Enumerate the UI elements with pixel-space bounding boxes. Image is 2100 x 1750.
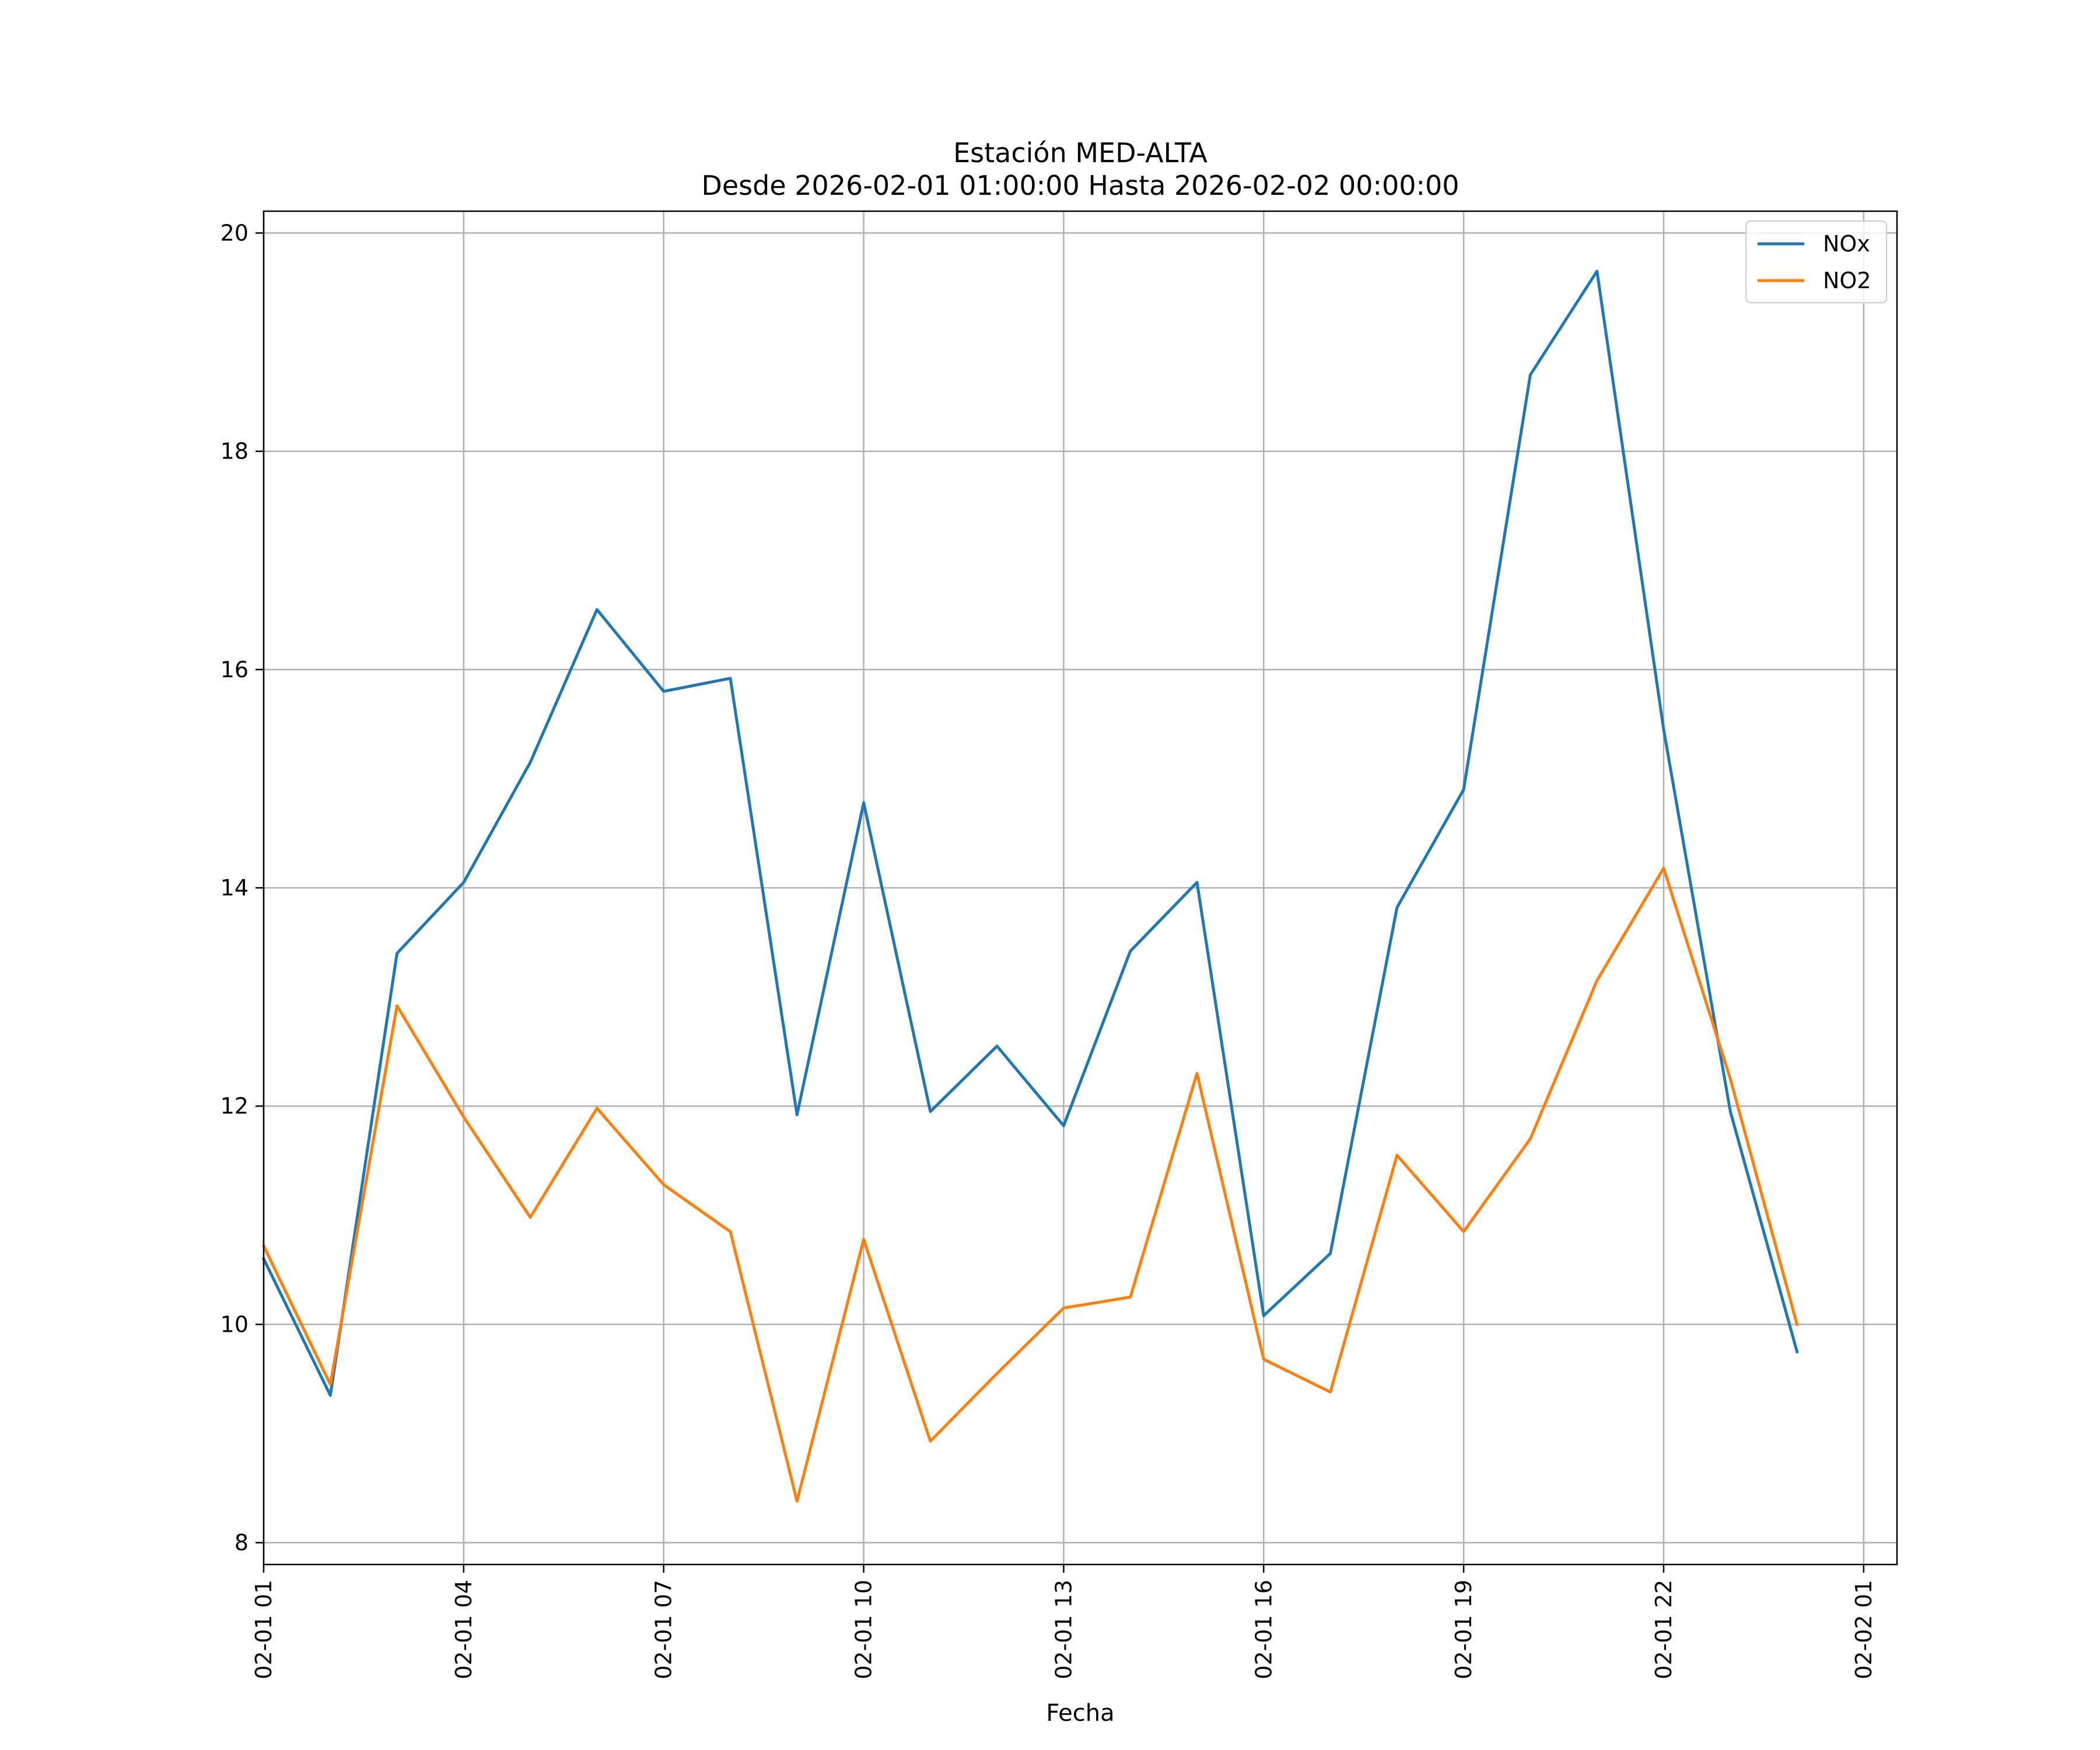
- x-tick-label-4: 02-01 13: [1051, 1580, 1076, 1679]
- series-line-no2: [261, 866, 1799, 1503]
- chart-title-line-1: Estación MED-ALTA: [953, 137, 1208, 169]
- y-tick-label-5: 18: [220, 439, 249, 464]
- grid-lines: [262, 211, 1897, 1564]
- series-lines: [261, 270, 1799, 1503]
- x-axis-label: Fecha: [1046, 1700, 1114, 1727]
- legend-label-no2: NO2: [1823, 268, 1871, 293]
- y-tick-label-2: 12: [220, 1093, 249, 1119]
- legend: NOx NO2: [1745, 220, 1887, 303]
- y-tick-label-0: 8: [235, 1530, 249, 1556]
- x-tick-label-3: 02-01 10: [851, 1580, 877, 1679]
- y-axis-ticks: 8 10 12 14 16 18 20: [220, 220, 264, 1556]
- x-tick-label-0: 02-01 01: [251, 1580, 276, 1679]
- chart-title-line-2: Desde 2026-02-01 01:00:00 Hasta 2026-02-…: [701, 170, 1459, 201]
- y-tick-label-1: 10: [220, 1311, 249, 1337]
- x-tick-label-6: 02-01 19: [1451, 1580, 1476, 1679]
- x-tick-label-7: 02-01 22: [1651, 1580, 1676, 1679]
- y-tick-label-4: 16: [220, 657, 249, 682]
- x-tick-label-5: 02-01 16: [1251, 1580, 1276, 1679]
- x-tick-label-2: 02-01 07: [651, 1580, 677, 1679]
- legend-box: [1745, 220, 1887, 303]
- x-axis-ticks: 02-01 01 02-01 04 02-01 07 02-01 10 02-01 13…: [251, 1564, 1877, 1679]
- x-tick-label-1: 02-01 04: [451, 1580, 477, 1679]
- series-line-nox: [261, 270, 1799, 1397]
- y-tick-label-3: 14: [220, 875, 249, 901]
- legend-label-nox: NOx: [1823, 231, 1870, 257]
- y-tick-label-6: 20: [220, 220, 249, 246]
- x-tick-label-8: 02-02 01: [1851, 1580, 1877, 1679]
